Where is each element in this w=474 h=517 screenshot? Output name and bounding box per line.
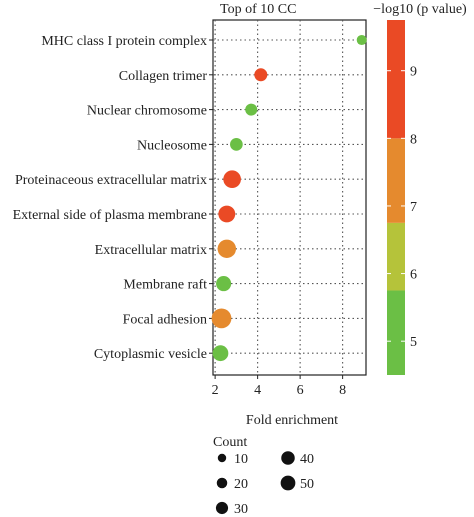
size-legend-dot bbox=[216, 477, 228, 489]
y-category-label: Cytoplasmic vesicle bbox=[94, 347, 207, 362]
colorbar-tick-label: 8 bbox=[410, 132, 417, 147]
colorbar-tick-label: 6 bbox=[410, 268, 417, 283]
y-category-label: Proteinaceous extracellular matrix bbox=[15, 173, 207, 188]
data-point bbox=[217, 239, 237, 259]
data-point bbox=[254, 68, 268, 82]
size-legend: Count 10 20 30 40 50 bbox=[213, 435, 314, 517]
chart-title: Top of 10 CC bbox=[220, 2, 296, 17]
y-category-label: Nucleosome bbox=[137, 138, 207, 153]
size-legend-label: 50 bbox=[300, 477, 314, 492]
data-point bbox=[212, 345, 229, 362]
y-category-label: Extracellular matrix bbox=[95, 243, 207, 258]
colorbar-title: −log10 (p value) bbox=[373, 2, 467, 17]
size-legend-label: 20 bbox=[234, 477, 248, 492]
colorbar-tick-label: 9 bbox=[410, 65, 417, 80]
color-scale-legend: −log10 (p value) 5 6 7 8 9 bbox=[373, 2, 467, 375]
plot-area: 2 4 6 8 MHC class I protein complex Collagen … bbox=[13, 19, 367, 398]
size-legend-label: 40 bbox=[300, 452, 314, 467]
x-tick-label: 6 bbox=[297, 383, 304, 398]
x-axis-label: Fold enrichment bbox=[246, 413, 338, 428]
x-tick-label: 2 bbox=[212, 383, 219, 398]
data-point bbox=[245, 103, 258, 116]
data-point bbox=[216, 276, 232, 292]
size-legend-dot bbox=[281, 451, 295, 465]
size-legend-dot bbox=[280, 475, 296, 491]
colorbar-band bbox=[387, 20, 405, 139]
size-legend-label: 30 bbox=[234, 502, 248, 517]
colorbar-band bbox=[387, 138, 405, 223]
size-legend-dot bbox=[215, 501, 229, 515]
colorbar-tick-label: 7 bbox=[410, 200, 417, 215]
colorbar-band bbox=[387, 222, 405, 291]
plot-frame bbox=[212, 19, 367, 376]
y-category-label: Membrane raft bbox=[123, 278, 207, 293]
y-category-label: Focal adhesion bbox=[123, 312, 207, 327]
data-point bbox=[356, 34, 367, 46]
size-legend-title: Count bbox=[213, 435, 247, 450]
colorbar-band bbox=[387, 290, 405, 375]
size-legend-dot bbox=[217, 453, 227, 463]
size-legend-label: 10 bbox=[234, 452, 248, 467]
data-point bbox=[223, 170, 241, 189]
y-category-label: MHC class I protein complex bbox=[41, 34, 207, 49]
y-category-label: Collagen trimer bbox=[119, 69, 208, 84]
data-point bbox=[230, 138, 243, 151]
data-point bbox=[218, 205, 236, 223]
x-tick-label: 4 bbox=[254, 383, 261, 398]
data-point bbox=[211, 308, 232, 329]
y-category-label: Nuclear chromosome bbox=[87, 104, 207, 119]
x-tick-label: 8 bbox=[339, 383, 346, 398]
y-category-label: External side of plasma membrane bbox=[13, 208, 207, 223]
colorbar-tick-label: 5 bbox=[410, 335, 417, 350]
